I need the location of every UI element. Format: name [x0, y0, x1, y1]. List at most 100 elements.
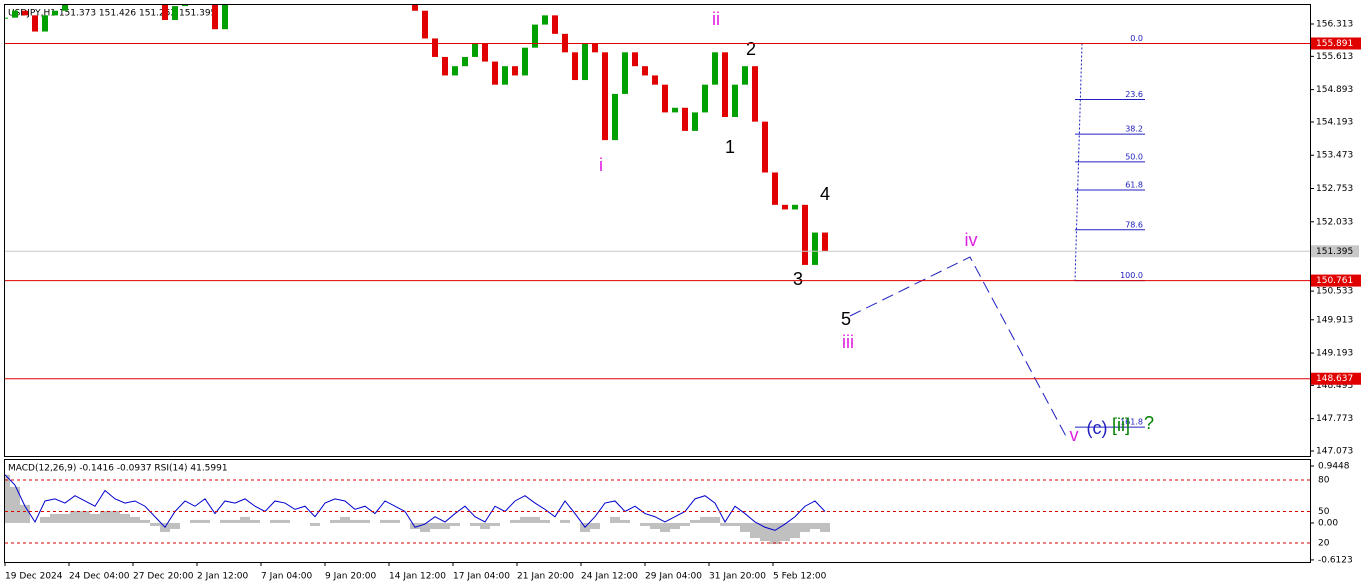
candle [42, 15, 48, 32]
wave-label: 4 [820, 184, 830, 204]
y-tick-label: 154.893 [1316, 85, 1353, 95]
candle [742, 66, 748, 85]
wave-label: ? [1144, 413, 1154, 433]
x-tick-label: 14 Jan 12:00 [389, 572, 446, 582]
level-label: 155.891 [1316, 39, 1353, 49]
macd-bar [5, 474, 10, 523]
candle [622, 52, 628, 94]
candle [412, 5, 418, 11]
macd-bar [330, 519, 340, 523]
rsi-tick-label: 20 [1318, 538, 1330, 548]
y-tick-label: 155.613 [1316, 52, 1353, 62]
candle [782, 204, 788, 210]
candle [692, 112, 698, 131]
macd-bar [240, 516, 250, 523]
macd-bar [590, 522, 600, 530]
candle [822, 232, 828, 252]
level-box [1311, 274, 1361, 287]
wave-label: 3 [793, 269, 803, 289]
macd-bar [60, 513, 70, 523]
level-label: 148.637 [1316, 374, 1353, 384]
wave-label: ii [712, 9, 720, 29]
macd-bar [430, 522, 440, 530]
macd-bar [700, 516, 710, 523]
x-tick-label: 31 Jan 20:00 [709, 572, 766, 582]
rsi-tick-label: 50 [1318, 507, 1330, 517]
y-tick-label: 152.753 [1316, 184, 1353, 194]
macd-bar [220, 519, 230, 523]
candle [612, 93, 618, 141]
macd-bar [720, 522, 730, 526]
x-tick-label: 5 Feb 12:00 [773, 572, 827, 582]
macd-bar [820, 522, 830, 533]
fib-label: 38.2 [1125, 125, 1143, 134]
candle [532, 24, 538, 48]
fib-label: 23.6 [1125, 90, 1143, 99]
candle [52, 10, 58, 16]
candle [752, 66, 758, 122]
level-box [1311, 372, 1361, 385]
macd-bar [200, 519, 210, 523]
indicator-pane [4, 459, 1311, 563]
macd-bar [440, 522, 450, 530]
wave-label: iv [965, 230, 978, 250]
macd-bar [350, 519, 360, 523]
macd-bar [640, 522, 650, 526]
candle [432, 38, 438, 57]
level-label: 150.761 [1316, 276, 1353, 286]
x-tick-label: 9 Jan 20:00 [325, 572, 377, 582]
macd-bar [540, 519, 550, 523]
y-tick-label: 148.493 [1316, 381, 1353, 391]
indicator-layer [5, 474, 830, 545]
wave-label: iii [842, 332, 854, 352]
candle [182, 5, 188, 7]
macd-bar [150, 522, 160, 526]
candle [792, 204, 798, 210]
macd-bar [510, 519, 520, 523]
macd-bar [340, 516, 350, 523]
candle [552, 15, 558, 34]
macd-bar [380, 519, 390, 523]
y-tick-label: 147.073 [1316, 447, 1353, 457]
macd-bar [120, 513, 130, 523]
candle [462, 56, 468, 67]
fib-trend [1074, 43, 1083, 281]
candle [672, 107, 678, 113]
macd-bar [650, 522, 660, 530]
macd-bar [770, 522, 780, 545]
candle [32, 15, 38, 32]
candle [442, 56, 448, 76]
macd-bar [280, 519, 290, 523]
macd-bar [190, 519, 200, 523]
macd-bar [310, 522, 320, 526]
macd-bar [800, 522, 810, 533]
candle [162, 5, 168, 20]
candle [492, 61, 498, 85]
candle [762, 121, 768, 173]
candle [802, 204, 808, 265]
macd-bar [250, 519, 260, 523]
macd-bar [490, 522, 500, 526]
wave-label: (c) [1087, 418, 1108, 438]
wave-label: [ii] [1112, 415, 1130, 435]
macd-bar [740, 522, 750, 533]
candle [642, 66, 648, 76]
macd-bar [760, 522, 770, 542]
macd-bar [40, 516, 50, 523]
candle [662, 84, 668, 113]
macd-bar [560, 519, 570, 523]
price-layer: 0.023.638.250.061.878.6100.0161.8iii1234… [5, 5, 1154, 445]
candle [652, 75, 658, 85]
candle [582, 43, 588, 81]
macd-bar [80, 510, 90, 523]
macd-bar [20, 504, 30, 523]
candle [592, 43, 598, 53]
macd-bar [170, 522, 180, 530]
candle [712, 52, 718, 85]
candle [5, 17, 8, 19]
macd-bar [470, 522, 480, 526]
macd-tick-label: 0.00 [1318, 518, 1338, 528]
x-tick-label: 19 Dec 2024 [5, 572, 63, 582]
candle [482, 43, 488, 62]
macd-bar [710, 516, 720, 523]
